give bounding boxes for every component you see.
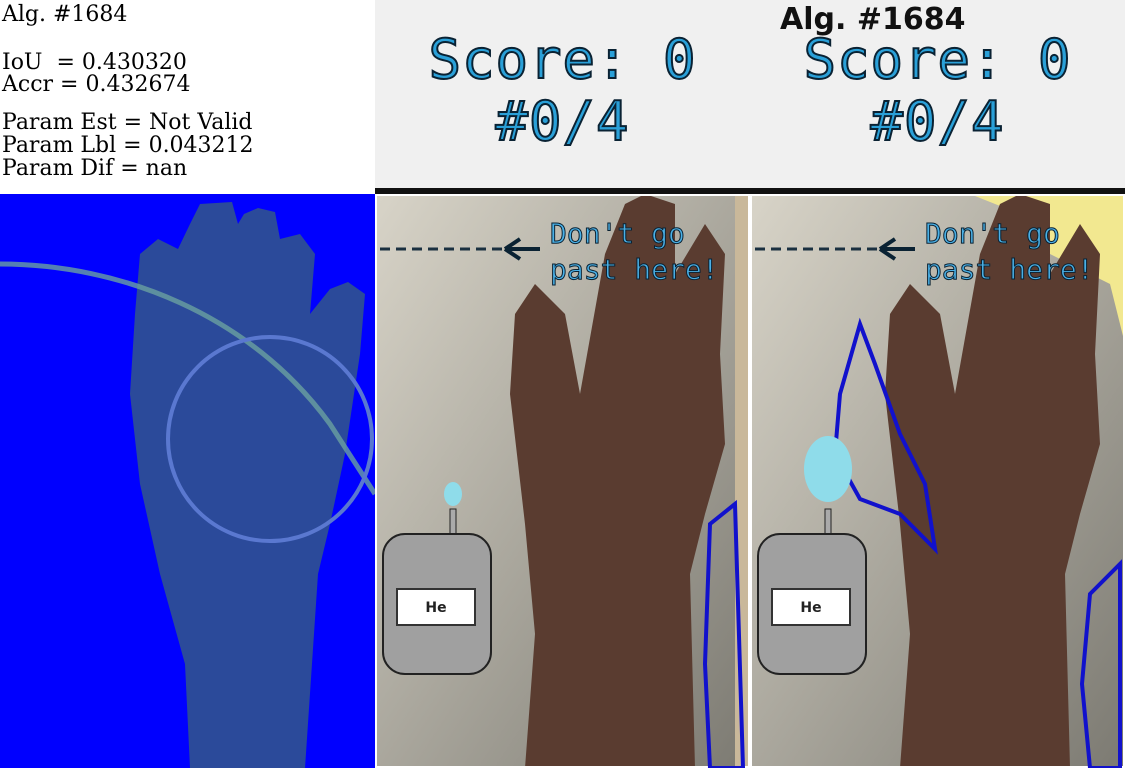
- metrics-panel: Alg. #1684 IoU = 0.430320 Accr = 0.43267…: [0, 0, 375, 193]
- warning-line-1: Don't go: [550, 217, 686, 251]
- score-banner: Alg. #1684 Score: 0 #0/4 Score: 0 #0/4: [375, 0, 1125, 194]
- alg-label: Alg. #1684: [2, 2, 128, 27]
- tank-label: He: [425, 600, 446, 616]
- left-score: Score: 0: [427, 28, 697, 91]
- segmentation-mask-view: [0, 194, 375, 768]
- right-count: #0/4: [869, 90, 1005, 153]
- camera-scene-annotated: He: [750, 194, 1125, 768]
- banner-alg-label: Alg. #1684: [780, 2, 966, 37]
- iou-value: IoU = 0.430320: [2, 50, 187, 75]
- warning-line-2: past here!: [925, 253, 1095, 287]
- warning-line-1: Don't go: [925, 217, 1061, 251]
- left-count: #0/4: [494, 90, 630, 153]
- tank-label: He: [800, 600, 821, 616]
- warning-line-2: past here!: [550, 253, 720, 287]
- param-lbl: Param Lbl = 0.043212: [2, 133, 254, 158]
- game-view-left: He Don't go past here!: [375, 194, 750, 768]
- right-score: Score: 0: [802, 28, 1072, 91]
- accr-value: Accr = 0.432674: [2, 72, 191, 97]
- hand-mask-icon: [0, 202, 375, 768]
- helium-tank-icon: He: [757, 508, 867, 675]
- game-view-right: He Don't go past here!: [750, 194, 1125, 768]
- param-est: Param Est = Not Valid: [2, 110, 253, 135]
- param-dif: Param Dif = nan: [2, 156, 188, 181]
- helium-tank-icon: He: [382, 508, 492, 675]
- camera-scene: He: [375, 194, 750, 768]
